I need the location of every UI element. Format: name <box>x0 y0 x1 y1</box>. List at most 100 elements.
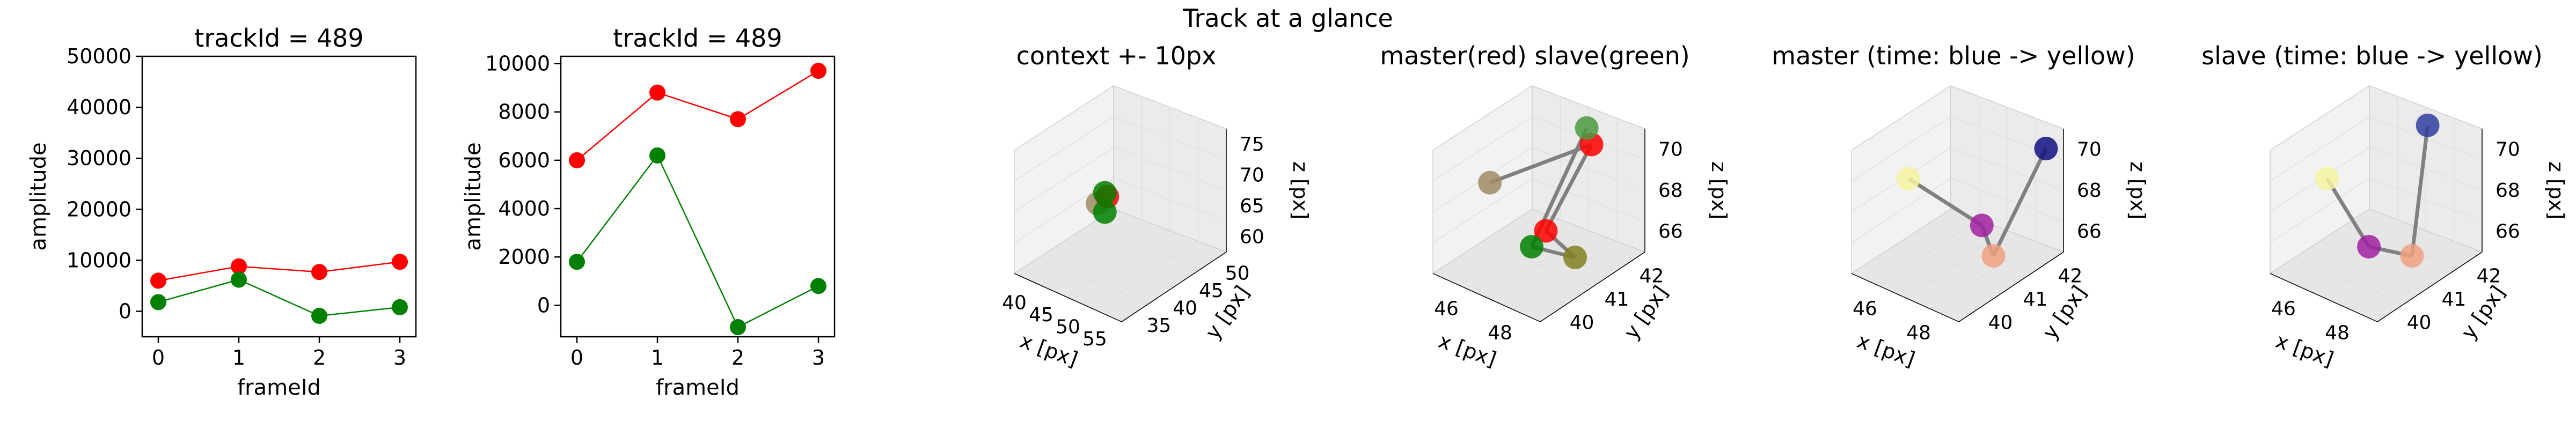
data-point <box>1520 235 1544 259</box>
data-point <box>569 152 585 168</box>
y-tick-label: 40 <box>1570 312 1594 334</box>
grid-line <box>1482 241 1593 287</box>
y-axis <box>1121 252 1227 322</box>
x-tick-label: 40 <box>1002 292 1027 314</box>
data-point <box>1575 116 1599 140</box>
grid-line <box>2270 177 2483 243</box>
x-axis-label: frameId <box>656 375 740 400</box>
y-tick-label: 50000 <box>67 45 131 68</box>
y-axis-label: amplitude <box>26 142 51 250</box>
data-point <box>1981 244 2006 268</box>
grid-line <box>2344 225 2456 270</box>
plot-frame <box>560 55 836 338</box>
z-tick-label: 66 <box>2077 221 2102 243</box>
y-axis <box>1958 252 2064 322</box>
z-axis-label: z [px] <box>2126 161 2149 219</box>
data-point <box>1534 219 1558 243</box>
track-link <box>2325 177 2371 248</box>
y-tick-label: 40 <box>1988 312 2013 334</box>
z-tick-label: 68 <box>2077 180 2102 202</box>
data-point <box>1093 181 1117 205</box>
z-axis-label: z [px] <box>1707 161 1731 219</box>
data-point <box>1970 213 1994 238</box>
grid-line <box>1513 241 1617 310</box>
y-tick-label: 2000 <box>498 245 550 269</box>
grid-line <box>1931 241 2036 310</box>
grid-line <box>2319 241 2430 287</box>
data-point <box>730 319 746 335</box>
y-tick-label: 42 <box>2477 265 2501 287</box>
data-point <box>1897 167 1921 190</box>
grid-line <box>2350 241 2454 310</box>
y-tick-label: 40 <box>2407 312 2432 334</box>
data-point <box>2357 235 2381 259</box>
scatter3d-chart-1: context +- 10px404550553540455060657075x… <box>1002 41 1312 371</box>
x-tick-label: 46 <box>1434 298 1459 320</box>
data-point <box>810 278 826 294</box>
y-tick-label: 35 <box>1146 315 1171 337</box>
grid-line <box>1094 241 1198 310</box>
data-point <box>1563 246 1587 269</box>
data-point <box>569 254 585 270</box>
grid-line <box>2270 147 2483 212</box>
x-axis <box>1014 273 1122 322</box>
y-axis <box>2377 252 2483 322</box>
grid-line <box>1901 241 2011 287</box>
x-tick-label: 3 <box>812 346 825 369</box>
x-tick-label: 3 <box>393 346 406 369</box>
x-tick-label: 2 <box>313 346 326 369</box>
line-chart-1: trackId = 489 0 1 2 3 0 10000 20000 30000 40000 50… <box>26 24 417 400</box>
y-tick-label: 0 <box>119 299 131 323</box>
grid-line <box>1014 147 1227 212</box>
data-point <box>810 63 826 79</box>
data-point <box>1093 200 1117 224</box>
track-link <box>1544 143 1593 232</box>
data-point <box>231 258 247 275</box>
x-tick-label: 0 <box>570 346 583 369</box>
y-tick-label: 8000 <box>498 100 550 124</box>
data-point <box>231 271 247 288</box>
track-link <box>1992 147 2048 257</box>
data-point <box>649 84 665 101</box>
z-tick-label: 70 <box>1658 138 1683 160</box>
z-axis-label: z [px] <box>2544 161 2568 219</box>
chart-title: slave (time: blue -> yellow) <box>2201 41 2543 70</box>
z-tick-label: 66 <box>2496 221 2520 243</box>
data-point <box>2315 167 2339 190</box>
series-line-1 <box>158 261 400 282</box>
y-tick-label: 42 <box>2058 265 2083 287</box>
x-tick-label: 48 <box>2325 322 2350 344</box>
chart-title: master (time: blue -> yellow) <box>1772 41 2135 70</box>
x-axis-label: frameId <box>237 375 321 400</box>
chart-title: context +- 10px <box>1016 41 1217 70</box>
x-tick-label: 2 <box>731 346 744 369</box>
y-axis <box>1540 252 1645 322</box>
x-axis <box>2270 273 2378 322</box>
data-point <box>150 272 166 289</box>
x-axis <box>1432 273 1541 322</box>
z-tick-label: 65 <box>1240 195 1264 217</box>
z-tick-label: 66 <box>1658 221 1683 243</box>
scatter3d-chart-2: master(red) slave(green) 46 48 40 41 42 66 68 70… <box>1380 41 1731 371</box>
figure-suptitle: Track at a glance <box>1182 4 1393 33</box>
series-line-2 <box>576 154 819 328</box>
y-tick-label: 0 <box>537 293 550 317</box>
x-tick-label: 46 <box>2271 298 2296 320</box>
chart-title: master(red) slave(green) <box>1380 41 1689 70</box>
x-axis <box>1851 273 1959 322</box>
data-point <box>2034 137 2058 160</box>
data-point <box>730 111 746 128</box>
chart-title: trackId = 489 <box>613 24 782 53</box>
data-point <box>392 254 408 270</box>
grid-line <box>1432 177 1645 243</box>
data-point <box>1478 171 1502 195</box>
grid-line <box>1851 147 2064 212</box>
grid-line <box>1851 116 2064 182</box>
x-tick-label: 1 <box>651 346 664 369</box>
series-line-2 <box>158 279 400 317</box>
data-point <box>311 264 327 280</box>
z-tick-label: 68 <box>1658 180 1683 202</box>
y-tick-label: 41 <box>1605 289 1629 310</box>
grid-line <box>1014 177 1227 243</box>
grid-line <box>1014 116 1227 182</box>
